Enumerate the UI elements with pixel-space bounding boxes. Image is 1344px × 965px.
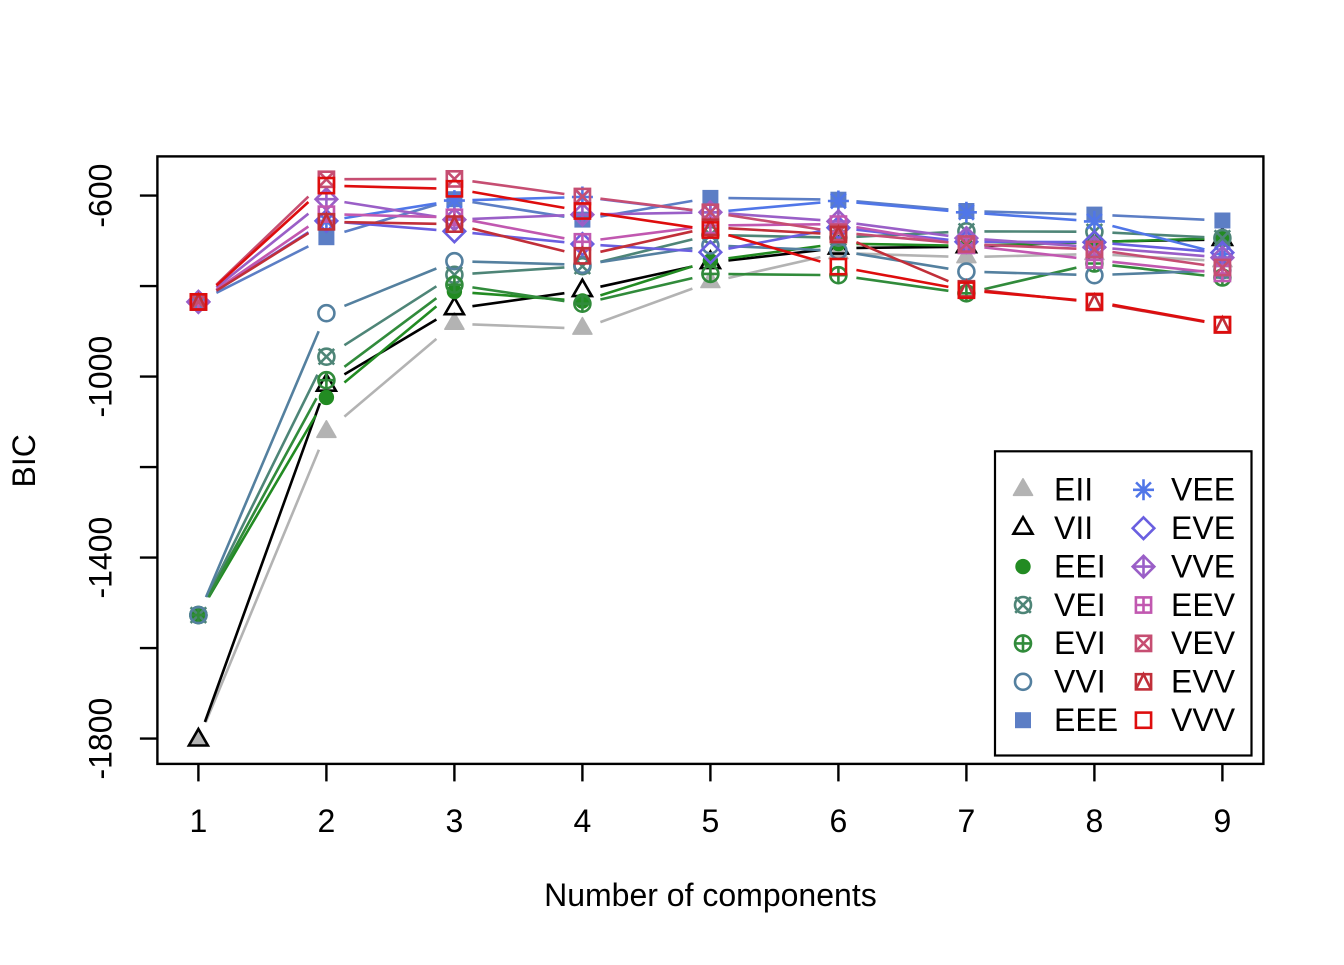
svg-text:EEI: EEI [1054,548,1106,584]
svg-text:-1400: -1400 [83,517,119,599]
svg-text:Number of components: Number of components [544,877,877,913]
svg-text:9: 9 [1214,803,1232,839]
svg-text:EEE: EEE [1054,702,1118,738]
svg-text:VEI: VEI [1054,587,1106,623]
svg-text:-1800: -1800 [83,698,119,780]
svg-text:VVV: VVV [1171,702,1236,738]
svg-text:VEE: VEE [1171,472,1235,508]
svg-text:EVE: EVE [1171,510,1235,546]
svg-text:BIC: BIC [6,434,42,487]
svg-text:VVI: VVI [1054,664,1106,700]
svg-text:-1000: -1000 [83,336,119,418]
svg-text:EVI: EVI [1054,625,1106,661]
svg-text:2: 2 [318,803,336,839]
svg-text:8: 8 [1086,803,1104,839]
svg-text:-600: -600 [83,164,119,228]
svg-text:1: 1 [190,803,208,839]
svg-text:7: 7 [958,803,976,839]
svg-text:VII: VII [1054,510,1093,546]
svg-text:3: 3 [446,803,464,839]
svg-text:6: 6 [830,803,848,839]
svg-text:4: 4 [574,803,592,839]
svg-text:EII: EII [1054,472,1093,508]
svg-text:EEV: EEV [1171,587,1236,623]
svg-text:EVV: EVV [1171,664,1236,700]
svg-text:VVE: VVE [1171,548,1235,584]
svg-text:5: 5 [702,803,720,839]
svg-text:VEV: VEV [1171,625,1236,661]
